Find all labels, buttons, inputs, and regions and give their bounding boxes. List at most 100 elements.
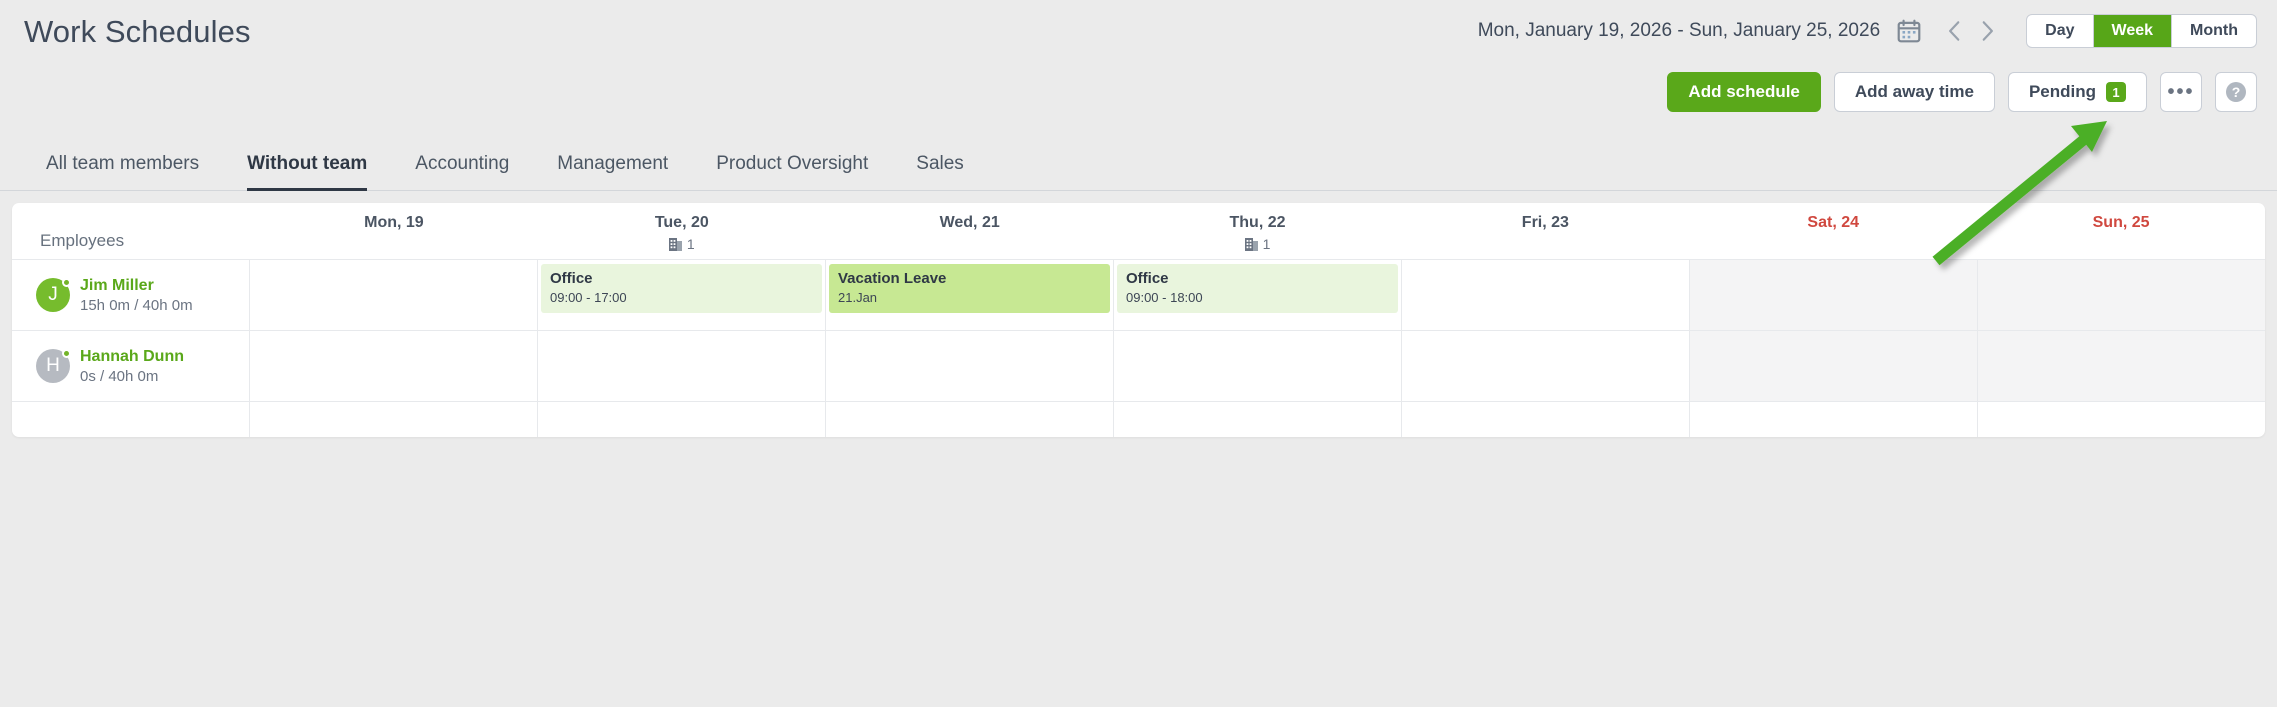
grid-filler-row [12,401,2265,437]
table-row: H Hannah Dunn 0s / 40h 0m [12,330,2265,401]
filler-cell [1690,402,1978,437]
avatar: H [36,349,71,383]
help-button[interactable]: ? [2215,72,2257,112]
avatar: J [36,278,71,312]
view-toggle[interactable]: Day Week Month [2026,14,2257,48]
add-away-time-button[interactable]: Add away time [1833,72,1995,112]
day-location-count: 1 [1244,236,1271,252]
schedule-cell-mon[interactable] [250,260,538,330]
event-title: Office [550,270,593,287]
schedule-cell-sun[interactable] [1978,331,2265,401]
employee-name-link[interactable]: Hannah Dunn [80,347,184,365]
day-label: Thu, 22 [1229,214,1286,231]
schedule-event-office-tue[interactable]: Office 09:00 - 17:00 [541,264,822,313]
schedule-card: Employees Mon, 19 Tue, 20 [12,203,2265,437]
more-options-button[interactable]: ••• [2160,72,2202,112]
calendar-icon[interactable] [1896,18,1922,44]
day-location-count: 1 [668,236,695,252]
employee-name-link[interactable]: Jim Miller [80,276,154,294]
schedule-event-vacation-leave[interactable]: Vacation Leave 21.Jan [829,264,1110,313]
view-toggle-week[interactable]: Week [2093,15,2173,47]
tab-without-team[interactable]: Without team [223,153,391,191]
event-time: 09:00 - 17:00 [550,290,627,305]
schedule-grid: Employees Mon, 19 Tue, 20 [12,203,2265,437]
building-icon [668,237,682,251]
tab-sales[interactable]: Sales [916,153,964,174]
filler-cell [538,402,826,437]
add-schedule-button[interactable]: Add schedule [1667,72,1821,112]
pending-button[interactable]: Pending 1 [2007,72,2147,112]
filler-employee-cell [12,402,250,437]
day-header-fri: Fri, 23 [1401,203,1689,259]
event-title: Office [1126,270,1169,287]
employee-info: Jim Miller 15h 0m / 40h 0m [80,277,193,314]
day-label: Tue, 20 [654,214,709,231]
day-header-wed: Wed, 21 [826,203,1114,259]
chevron-left-icon[interactable] [1942,18,1968,44]
tab-management[interactable]: Management [557,153,669,174]
top-bar: Work Schedules Mon, January 19, 2026 - S… [0,0,2277,133]
schedule-cell-sat[interactable] [1690,331,1978,401]
pending-count-badge: 1 [2106,82,2126,102]
day-header-sat: Sat, 24 [1689,203,1977,259]
day-label: Sat, 24 [1807,214,1860,231]
filler-cell [250,402,538,437]
date-range-label: Mon, January 19, 2026 - Sun, January 25,… [1477,20,1881,41]
day-count: 1 [686,236,695,252]
event-date: 21.Jan [838,290,878,305]
presence-dot-icon [62,349,71,358]
presence-dot-icon [62,278,71,287]
employee-cell[interactable]: J Jim Miller 15h 0m / 40h 0m [12,260,250,330]
help-circle-icon: ? [2224,80,2248,104]
filler-cell [1114,402,1402,437]
svg-text:?: ? [2232,84,2241,100]
filler-cell [826,402,1114,437]
day-label: Wed, 21 [939,214,1000,231]
filler-cell [1402,402,1690,437]
tab-all-team-members[interactable]: All team members [46,153,200,174]
schedule-cell-tue[interactable] [538,331,826,401]
employee-cell[interactable]: H Hannah Dunn 0s / 40h 0m [12,331,250,401]
pending-label: Pending [2028,82,2096,101]
view-toggle-day[interactable]: Day [2027,15,2094,47]
employees-label: Employees [40,231,125,250]
tab-product-oversight[interactable]: Product Oversight [716,153,869,174]
schedule-cell-wed[interactable] [826,331,1114,401]
page-title: Work Schedules [24,14,251,49]
schedule-event-office-thu[interactable]: Office 09:00 - 18:00 [1117,264,1398,313]
schedule-cell-fri[interactable] [1402,331,1690,401]
employee-hours: 0s / 40h 0m [80,367,159,385]
team-tabs: All team members Without team Accounting… [0,133,2277,191]
grid-header-row: Employees Mon, 19 Tue, 20 [12,203,2265,259]
date-navigation: Mon, January 19, 2026 - Sun, January 25,… [1478,14,2257,48]
day-label: Mon, 19 [364,214,424,231]
employees-column-header: Employees [12,203,250,259]
day-count: 1 [1262,236,1271,252]
event-time: 09:00 - 18:00 [1126,290,1203,305]
schedule-cell-sat[interactable] [1690,260,1978,330]
employee-hours: 15h 0m / 40h 0m [80,296,193,314]
day-header-mon: Mon, 19 [250,203,538,259]
day-header-sun: Sun, 25 [1977,203,2265,259]
day-label: Sun, 25 [2092,214,2150,231]
building-icon [1244,237,1258,251]
event-title: Vacation Leave [838,270,947,287]
view-toggle-month[interactable]: Month [2190,22,2238,39]
action-buttons: Add schedule Add away time Pending 1 •••… [1667,72,2257,112]
schedule-cell-mon[interactable] [250,331,538,401]
filler-cell [1978,402,2265,437]
table-row: J Jim Miller 15h 0m / 40h 0m Office 09:0… [12,259,2265,330]
schedule-cell-thu[interactable] [1114,331,1402,401]
schedule-cell-wed[interactable]: Vacation Leave 21.Jan [826,260,1114,330]
schedule-cell-tue[interactable]: Office 09:00 - 17:00 [538,260,826,330]
day-label: Fri, 23 [1521,214,1569,231]
day-header-tue: Tue, 20 1 [538,203,826,259]
schedule-cell-thu[interactable]: Office 09:00 - 18:00 [1114,260,1402,330]
ellipsis-icon: ••• [2167,81,2195,103]
tab-accounting[interactable]: Accounting [415,153,510,174]
employee-info: Hannah Dunn 0s / 40h 0m [80,348,184,385]
chevron-right-icon[interactable] [1974,18,2000,44]
schedule-cell-fri[interactable] [1402,260,1690,330]
day-header-thu: Thu, 22 1 [1114,203,1402,259]
schedule-cell-sun[interactable] [1978,260,2265,330]
